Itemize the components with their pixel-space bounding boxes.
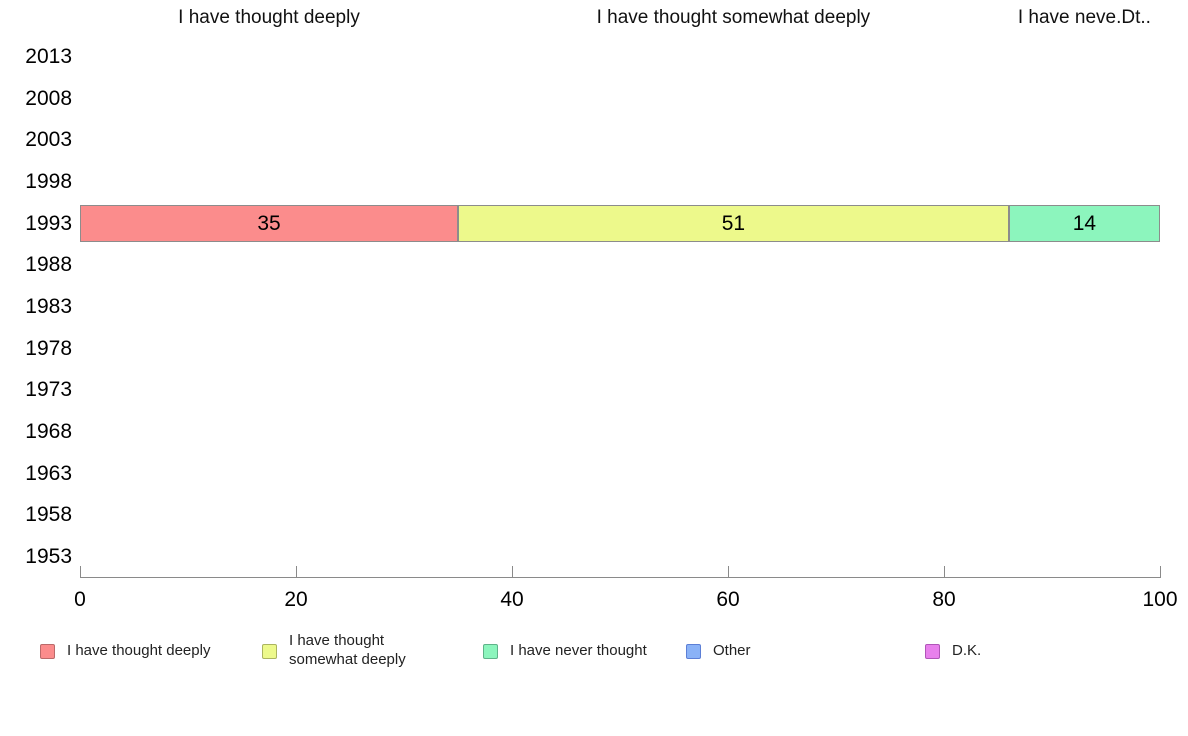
x-axis-tick-label-100: 100 xyxy=(1142,588,1178,611)
x-axis-line xyxy=(80,577,1160,578)
series-top-label-0: I have thought deeply xyxy=(178,7,360,28)
x-axis-tick-label-0: 0 xyxy=(74,588,86,611)
x-axis-tick-100 xyxy=(1160,566,1161,578)
bar-segment-1993-series-1[interactable]: 51 xyxy=(458,205,1009,243)
y-axis-label-1978: 1978 xyxy=(25,336,72,360)
x-axis-tick-80 xyxy=(944,566,945,578)
bar-value-label: 51 xyxy=(721,211,746,235)
x-axis-tick-20 xyxy=(296,566,297,578)
legend-label: Other xyxy=(713,641,751,659)
y-axis-label-1988: 1988 xyxy=(25,253,72,277)
plot-area: 35 51 14 xyxy=(80,36,1161,578)
bar-value-label: 14 xyxy=(1072,211,1097,235)
bar-segment-1993-series-0[interactable]: 35 xyxy=(80,205,458,243)
y-axis-label-1963: 1963 xyxy=(25,461,72,485)
x-axis-tick-60 xyxy=(728,566,729,578)
y-axis-label-2013: 2013 xyxy=(25,44,72,68)
legend-item-4[interactable]: D.K. xyxy=(925,630,981,672)
legend-swatch-icon xyxy=(925,643,940,659)
legend-item-2[interactable]: I have never thought xyxy=(483,630,647,672)
y-axis-label-1998: 1998 xyxy=(25,169,72,193)
x-axis-tick-0 xyxy=(80,566,81,578)
legend-label: I have thought somewhat deeply xyxy=(289,632,406,668)
y-axis-label-1958: 1958 xyxy=(25,503,72,527)
legend-item-1[interactable]: I have thought somewhat deeply xyxy=(262,630,414,672)
y-axis-label-1983: 1983 xyxy=(25,294,72,318)
y-axis-label-1968: 1968 xyxy=(25,420,72,444)
x-axis-tick-label-80: 80 xyxy=(932,588,956,611)
legend-item-3[interactable]: Other xyxy=(686,630,751,672)
legend-label: I have never thought xyxy=(510,641,647,659)
legend-label: I have thought deeply xyxy=(67,641,211,659)
y-axis-label-2008: 2008 xyxy=(25,86,72,110)
x-axis-tick-40 xyxy=(512,566,513,578)
x-axis-tick-label-40: 40 xyxy=(500,588,524,611)
legend-swatch-icon xyxy=(40,643,55,659)
x-axis-tick-label-60: 60 xyxy=(716,588,740,611)
bar-value-label: 35 xyxy=(257,211,281,235)
legend-swatch-icon xyxy=(483,643,498,659)
legend-swatch-icon xyxy=(262,643,277,659)
y-axis-label-1953: 1953 xyxy=(25,545,72,569)
y-axis-label-2003: 2003 xyxy=(25,128,72,152)
y-axis-label-1973: 1973 xyxy=(25,378,72,402)
legend-label: D.K. xyxy=(952,641,982,659)
series-top-label-2: I have neve.Dt.. xyxy=(1017,7,1151,28)
x-axis-tick-label-20: 20 xyxy=(284,588,308,611)
series-top-label-1: I have thought somewhat deeply xyxy=(596,7,871,28)
legend-swatch-icon xyxy=(686,643,701,659)
bar-segment-1993-series-2[interactable]: 14 xyxy=(1008,205,1160,243)
legend-item-0[interactable]: I have thought deeply xyxy=(40,630,210,672)
y-axis-label-1993: 1993 xyxy=(25,211,72,235)
